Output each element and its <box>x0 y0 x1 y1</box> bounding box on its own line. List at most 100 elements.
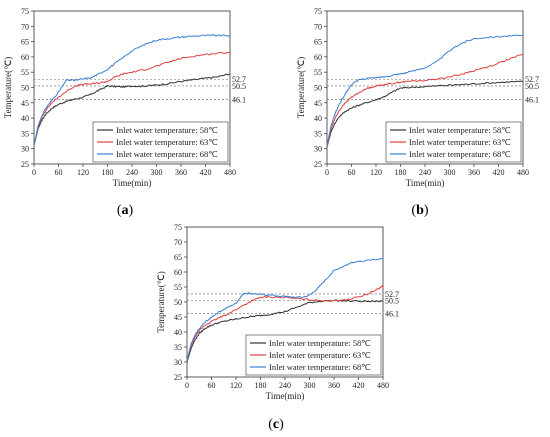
y-tick-label: 25 <box>21 160 29 169</box>
x-tick-label: 240 <box>126 168 138 177</box>
reference-line-label: 46.1 <box>232 95 246 104</box>
x-tick-label: 0 <box>325 168 329 177</box>
legend-entry: Inlet water temperature: 68℃ <box>269 362 371 372</box>
x-tick-label: 360 <box>468 168 480 177</box>
reference-line-label: 46.1 <box>385 310 399 319</box>
legend-box <box>245 334 382 376</box>
y-tick-label: 65 <box>21 38 29 47</box>
x-tick-label: 180 <box>102 168 114 177</box>
legend-entry: Inlet water temperature: 58℃ <box>409 125 511 135</box>
panel-label-close: ) <box>129 203 134 218</box>
series-line-1 <box>326 80 524 148</box>
y-tick-label: 55 <box>314 68 322 77</box>
y-tick-label: 25 <box>314 160 322 169</box>
y-tick-label: 75 <box>174 223 182 232</box>
y-tick-label: 70 <box>21 22 29 31</box>
y-tick-label: 65 <box>174 253 182 262</box>
panel-label: (a) <box>117 203 134 218</box>
panel-label-letter: c <box>273 417 279 432</box>
reference-line-label: 46.1 <box>525 95 539 104</box>
y-axis-label: Temperature(℃) <box>296 57 306 118</box>
x-tick-label: 120 <box>230 381 242 390</box>
y-tick-label: 35 <box>21 129 29 138</box>
x-tick-label: 180 <box>255 381 267 390</box>
y-tick-label: 75 <box>21 7 29 16</box>
y-tick-label: 40 <box>174 328 182 337</box>
series-line-3 <box>33 34 231 146</box>
x-tick-label: 240 <box>419 168 431 177</box>
y-axis-label: Temperature(℃) <box>156 271 166 332</box>
x-tick-label: 420 <box>493 168 505 177</box>
y-tick-label: 40 <box>314 114 322 123</box>
chart-panel-a: 0 60 120 180 240 300 360 420 480 25 30 35 40 45 50 55 60… <box>3 7 246 218</box>
reference-line-label: 50.5 <box>525 82 539 91</box>
x-tick-label: 60 <box>208 381 216 390</box>
x-tick-label: 60 <box>348 168 356 177</box>
y-tick-label: 55 <box>21 68 29 77</box>
y-tick-label: 60 <box>21 53 29 62</box>
y-tick-label: 30 <box>314 145 322 154</box>
legend-entry: Inlet water temperature: 58℃ <box>116 125 218 135</box>
reference-line-label: 52.7 <box>385 290 399 299</box>
y-tick-label: 50 <box>314 84 322 93</box>
reference-line-label: 50.5 <box>385 297 399 306</box>
legend-entry: Inlet water temperature: 68℃ <box>409 149 511 159</box>
series-line-2 <box>186 285 384 361</box>
x-tick-label: 180 <box>395 168 407 177</box>
chart-panel-b: 0 60 120 180 240 300 360 420 480 25 30 35 40 45 50 55 60… <box>296 7 539 218</box>
x-tick-label: 420 <box>200 168 212 177</box>
x-tick-label: 300 <box>304 381 316 390</box>
x-tick-label: 480 <box>224 168 236 177</box>
y-tick-label: 30 <box>174 358 182 367</box>
series-line-1 <box>33 73 231 146</box>
y-axis-label: Temperature(℃) <box>3 57 13 118</box>
y-tick-label: 40 <box>21 114 29 123</box>
x-tick-label: 300 <box>444 168 456 177</box>
y-tick-label: 45 <box>174 313 182 322</box>
y-tick-label: 75 <box>314 7 322 16</box>
x-tick-label: 0 <box>185 381 189 390</box>
x-tick-label: 120 <box>77 168 89 177</box>
y-tick-label: 50 <box>21 84 29 93</box>
y-tick-label: 60 <box>314 53 322 62</box>
reference-line-label: 52.7 <box>232 75 246 84</box>
x-tick-label: 300 <box>151 168 163 177</box>
legend-entry: Inlet water temperature: 63℃ <box>269 350 371 360</box>
y-tick-label: 70 <box>174 238 182 247</box>
legend-box <box>92 121 229 163</box>
x-tick-label: 120 <box>370 168 382 177</box>
panel-label: (b) <box>411 203 428 218</box>
reference-line-label: 50.5 <box>232 82 246 91</box>
y-tick-label: 35 <box>314 129 322 138</box>
legend-entry: Inlet water temperature: 63℃ <box>116 137 218 147</box>
legend-box <box>385 121 522 163</box>
panel-label-letter: a <box>122 203 129 218</box>
series-line-2 <box>33 51 231 146</box>
x-tick-label: 360 <box>175 168 187 177</box>
x-tick-label: 480 <box>377 381 389 390</box>
x-axis-label: Time(min) <box>266 391 305 401</box>
panel-label-letter: b <box>416 203 424 218</box>
legend-entry: Inlet water temperature: 63℃ <box>409 137 511 147</box>
panel-label-close: ) <box>424 203 429 218</box>
y-tick-label: 65 <box>314 38 322 47</box>
y-tick-label: 50 <box>174 298 182 307</box>
series-line-3 <box>186 258 384 361</box>
reference-line-label: 52.7 <box>525 75 539 84</box>
legend-entry: Inlet water temperature: 58℃ <box>269 338 371 348</box>
panel-label-open: ( <box>268 417 273 432</box>
x-tick-label: 480 <box>517 168 529 177</box>
x-tick-label: 420 <box>353 381 365 390</box>
y-tick-label: 30 <box>21 145 29 154</box>
y-tick-label: 45 <box>21 99 29 108</box>
panel-label-close: ) <box>279 417 284 432</box>
panel-label-open: ( <box>117 203 122 218</box>
panel-label-open: ( <box>411 203 416 218</box>
panel-label: (c) <box>268 417 284 432</box>
x-axis-label: Time(min) <box>113 178 152 188</box>
legend-entry: Inlet water temperature: 68℃ <box>116 149 218 159</box>
y-tick-label: 60 <box>174 268 182 277</box>
x-tick-label: 360 <box>328 381 340 390</box>
y-tick-label: 45 <box>314 99 322 108</box>
